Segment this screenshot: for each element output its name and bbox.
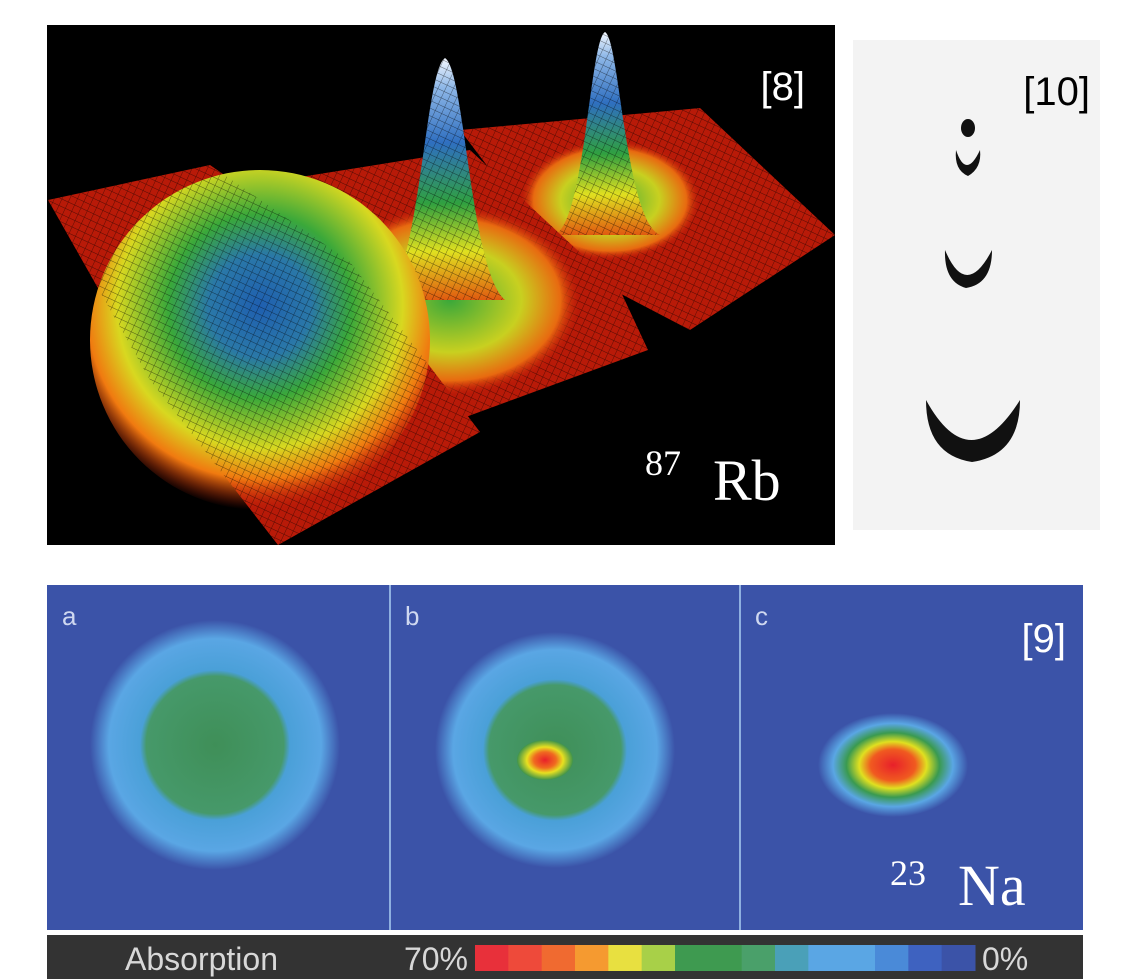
colorbar: Absorption 70% 0%: [47, 935, 1083, 979]
ref: [8]: [761, 65, 805, 109]
isotope-symbol: Na: [958, 853, 1026, 918]
colorbar-max: 70%: [404, 941, 468, 977]
cloud: [90, 620, 340, 870]
colorbar-swatch: [708, 945, 742, 971]
colorbar-scale: [475, 945, 976, 971]
na-panel: a b c [9] 23 Na: [47, 585, 1083, 930]
colorbar-swatch: [908, 945, 942, 971]
colorbar-min: 0%: [982, 941, 1028, 977]
colorbar-swatch: [942, 945, 976, 971]
expansion-panel: [10]: [853, 40, 1100, 530]
isotope-mass: 23: [890, 853, 926, 893]
colorbar-swatch: [542, 945, 576, 971]
condensate: [517, 740, 573, 780]
condensate: [818, 713, 968, 817]
panel-label: a: [62, 601, 77, 631]
colorbar-swatch: [742, 945, 776, 971]
colorbar-swatch: [575, 945, 609, 971]
colorbar-swatch: [642, 945, 676, 971]
page: [8] 87 Rb [10] a b c [9] 23 Na Absorptio…: [0, 0, 1146, 979]
colorbar-label: Absorption: [125, 941, 278, 977]
colorbar-swatch: [842, 945, 876, 971]
colorbar-swatch: [508, 945, 542, 971]
colorbar-swatch: [675, 945, 709, 971]
panel-label: c: [755, 601, 768, 631]
ref: [9]: [1022, 617, 1066, 661]
isotope-mass: 87: [645, 443, 681, 483]
figure: [8] 87 Rb [10] a b c [9] 23 Na Absorptio…: [0, 0, 1146, 979]
panel-label: b: [405, 601, 419, 631]
colorbar-swatch: [875, 945, 909, 971]
colorbar-swatch: [608, 945, 642, 971]
colorbar-swatch: [808, 945, 842, 971]
colorbar-swatch: [775, 945, 809, 971]
colorbar-swatch: [475, 945, 509, 971]
isotope-symbol: Rb: [713, 448, 781, 513]
ref: [10]: [1023, 70, 1090, 114]
rb-panel: [8] 87 Rb: [47, 25, 835, 545]
blob: [961, 119, 975, 137]
